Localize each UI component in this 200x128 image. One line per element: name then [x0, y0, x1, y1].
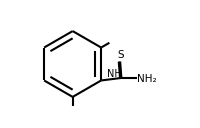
Text: NH₂: NH₂ — [137, 74, 156, 84]
Text: NH: NH — [106, 70, 121, 79]
Text: S: S — [117, 50, 123, 60]
